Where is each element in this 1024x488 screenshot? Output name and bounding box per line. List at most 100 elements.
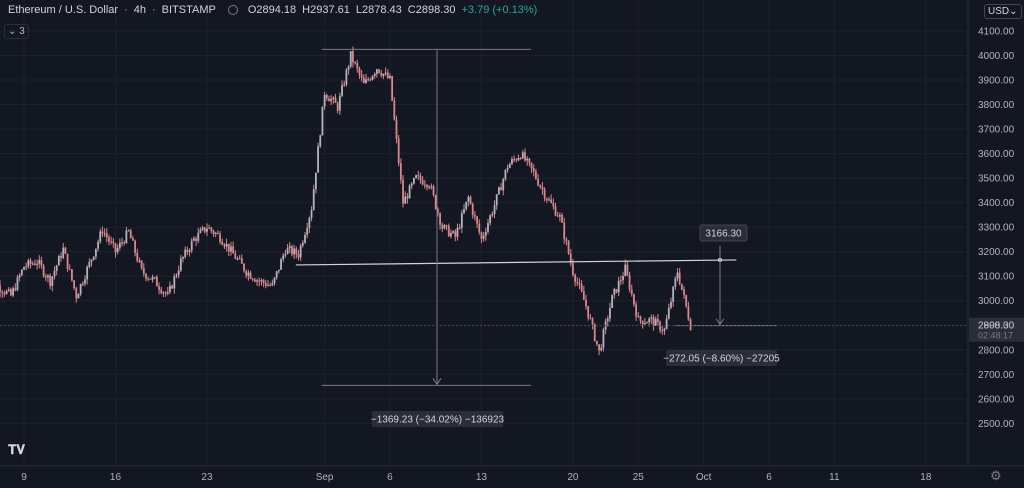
price-axis[interactable]: 2500.00 2600.00 2700.00 2800.00 2900.00 3000.…	[978, 27, 1015, 430]
x-tick-label: 9	[21, 472, 27, 483]
candle-body	[574, 274, 577, 282]
candle-body	[136, 252, 139, 261]
candle-body	[147, 278, 150, 280]
candle-body	[443, 225, 446, 229]
candle-body	[343, 84, 346, 86]
candle-body	[404, 196, 407, 204]
x-tick-label: 18	[920, 472, 932, 483]
candle-body	[304, 234, 306, 243]
candle-body	[299, 245, 302, 258]
candle-body	[569, 253, 572, 264]
candle-body	[14, 288, 17, 291]
candle-body	[402, 179, 404, 204]
candle-body	[308, 217, 311, 228]
y-tick-label: 3800.00	[978, 100, 1015, 111]
interval[interactable]: 4h	[133, 4, 146, 16]
candle-body	[685, 295, 688, 307]
candle-body	[110, 241, 113, 243]
y-tick-label: 3600.00	[978, 149, 1015, 160]
candle-body	[219, 233, 221, 242]
candle-body	[460, 213, 463, 228]
candle-body	[199, 229, 202, 233]
candle-body	[16, 277, 19, 291]
candle-body	[399, 163, 402, 180]
candle-body	[423, 184, 426, 186]
candle-body	[47, 275, 49, 278]
candle-body	[212, 230, 215, 234]
gear-icon[interactable]: ⚙	[990, 468, 1002, 483]
candle-body	[674, 278, 677, 287]
candle-body	[482, 235, 485, 239]
y-tick-label: 3300.00	[978, 223, 1015, 234]
candle-body	[513, 159, 516, 161]
candle-body	[552, 202, 555, 207]
candle-body	[360, 74, 363, 78]
candle-body	[225, 243, 228, 247]
candle-body	[382, 73, 385, 76]
candle-body	[84, 279, 86, 284]
candle-body	[90, 259, 93, 262]
candle-body	[236, 258, 239, 260]
currency-selector[interactable]: USD⌄	[984, 4, 1022, 19]
candle-body	[585, 299, 587, 307]
candle-body	[49, 275, 52, 286]
candle-body	[663, 328, 666, 331]
range-label-box	[372, 411, 503, 427]
candle-body	[334, 97, 337, 103]
candle-body	[430, 186, 433, 188]
time-axis[interactable]: 9 16 23 Sep 6 13 20 25 Oct 6 11 18	[21, 472, 932, 483]
candle-body	[447, 225, 450, 237]
candle-body	[99, 231, 102, 242]
candle-body	[687, 306, 690, 320]
measure-label-box	[666, 350, 777, 366]
candle-body	[419, 175, 422, 181]
symbol-name[interactable]: Ethereum / U.S. Dollar	[8, 4, 119, 16]
candle-body	[94, 248, 97, 257]
candle-body	[491, 214, 494, 216]
candle-body	[336, 102, 339, 111]
candle-body	[114, 243, 117, 253]
candle-body	[413, 178, 415, 184]
candle-body	[164, 292, 167, 294]
x-tick-label: 16	[110, 472, 122, 483]
candle-body	[31, 263, 34, 265]
candle-body	[458, 227, 461, 229]
indicators-toggle[interactable]: ⌄ 3	[4, 24, 29, 39]
candle-body	[613, 289, 616, 295]
x-tick-label: 25	[633, 472, 645, 483]
candle-body	[441, 224, 444, 229]
candle-body	[116, 247, 119, 253]
candle-body	[166, 292, 169, 294]
candle-body	[1, 292, 4, 294]
candle-body	[511, 159, 513, 164]
candle-body	[3, 292, 6, 294]
candle-body	[487, 223, 489, 232]
candle-body	[29, 260, 32, 264]
candle-body	[445, 225, 448, 227]
candle-body	[362, 77, 365, 84]
candle-body	[306, 227, 309, 235]
candle-body	[626, 264, 629, 276]
candle-body	[434, 195, 437, 209]
candle-body	[317, 146, 319, 173]
tradingview-logo-icon[interactable]: 𝐓𝐕	[8, 442, 25, 457]
candle-body	[349, 51, 352, 67]
drawing-annotations[interactable]: 3166.30 −1369.23 (−34.02%) −136923 −272.05…	[0, 48, 1024, 427]
candle-body	[332, 97, 335, 100]
candle-body	[526, 158, 529, 161]
open-value: O2894.18	[247, 4, 297, 16]
candle-body	[57, 255, 60, 266]
horizontal-trend-line[interactable]	[295, 259, 737, 266]
candle-body	[251, 278, 254, 280]
candle-body	[439, 213, 441, 225]
y-tick-label: 3700.00	[978, 125, 1015, 136]
candle-body	[238, 258, 241, 260]
candle-body	[670, 301, 672, 308]
candle-body	[264, 283, 267, 286]
candle-body	[256, 280, 258, 282]
candle-body	[319, 135, 322, 147]
candle-body	[293, 248, 296, 255]
candle-body	[210, 227, 213, 231]
measure-label-text: −272.05 (−8.60%) −27205	[663, 354, 780, 365]
